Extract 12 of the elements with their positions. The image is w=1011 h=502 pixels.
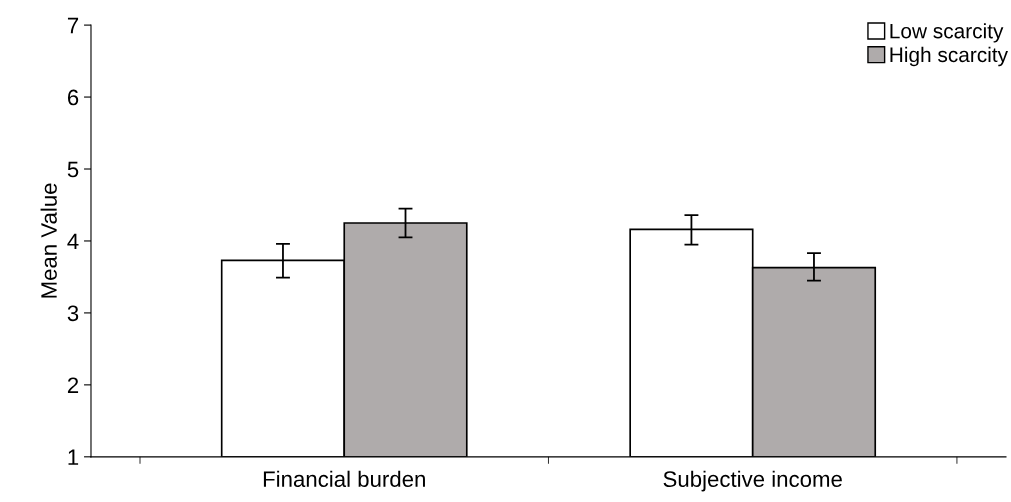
y-tick-label: 1 bbox=[68, 449, 79, 465]
y-tick-label: 6 bbox=[67, 89, 79, 106]
legend-label: Low scarcity bbox=[890, 23, 1004, 43]
y-tick-label: 7 bbox=[67, 17, 79, 34]
y-tick-label: 5 bbox=[67, 161, 79, 178]
y-tick-label: 3 bbox=[67, 305, 79, 322]
y-tick-label: 2 bbox=[67, 377, 79, 393]
legend-label: High scarcity bbox=[890, 46, 1008, 67]
x-tick-label: Financial burden bbox=[263, 470, 425, 488]
x-tick-label: Subjective income bbox=[663, 470, 842, 492]
y-axis-title: Mean Value bbox=[40, 183, 57, 298]
y-tick-label: 4 bbox=[67, 233, 79, 250]
